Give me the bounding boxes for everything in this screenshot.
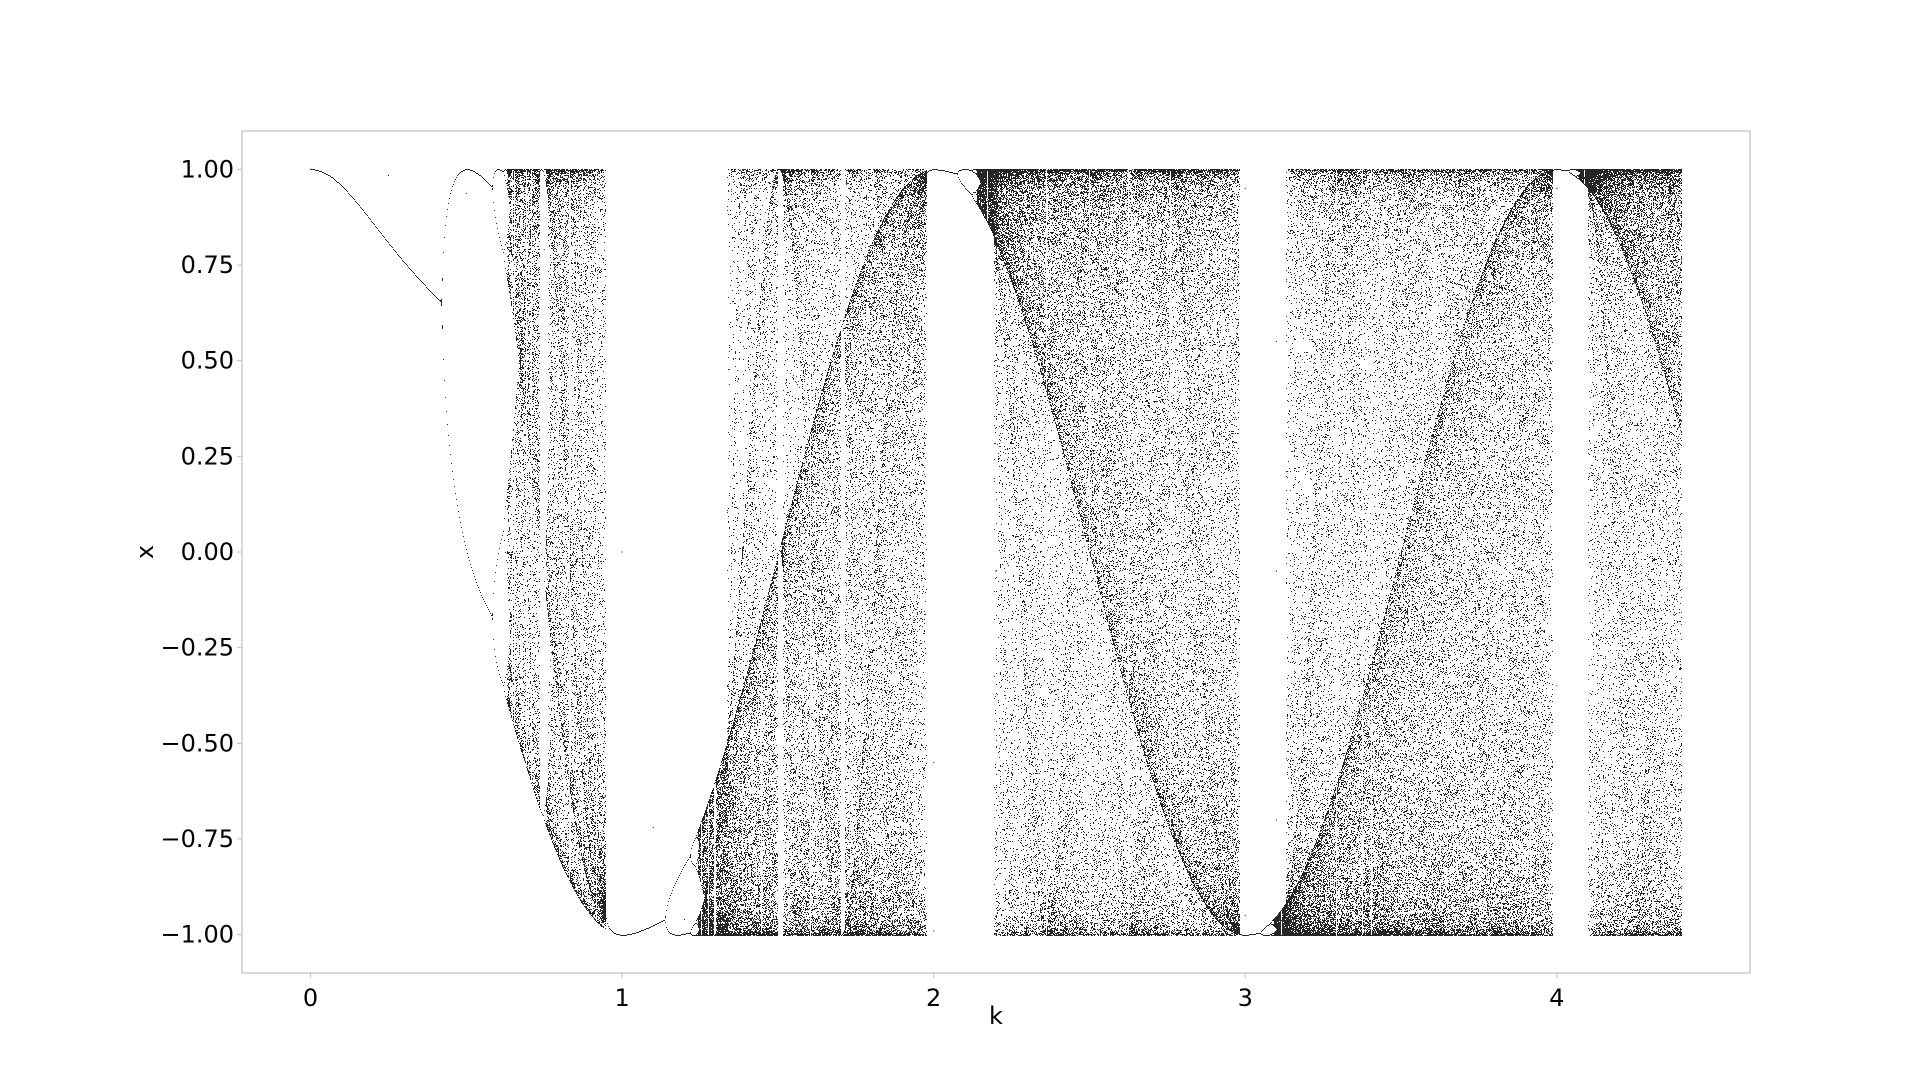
x-axis-label: k <box>989 1002 1003 1030</box>
x-tick-label: 3 <box>1238 984 1253 1012</box>
data-point <box>465 192 467 194</box>
x-tick-label: 1 <box>614 984 629 1012</box>
data-point <box>724 934 726 936</box>
data-point <box>1494 934 1496 936</box>
y-tick-label: 0.50 <box>181 347 234 375</box>
data-point <box>995 570 997 572</box>
data-point <box>621 551 623 553</box>
data-point <box>1151 723 1153 725</box>
y-tick-label: 0.25 <box>181 442 234 470</box>
y-tick-label: −1.00 <box>160 921 234 949</box>
data-point <box>839 892 841 894</box>
data-point <box>1275 819 1277 821</box>
data-point <box>683 918 685 920</box>
data-point <box>1400 218 1402 220</box>
x-tick-label: 2 <box>926 984 941 1012</box>
data-point <box>1556 685 1558 687</box>
y-tick-label: 1.00 <box>181 155 234 183</box>
data-point <box>1680 168 1682 170</box>
data-point <box>1042 501 1044 503</box>
data-point <box>1680 934 1682 936</box>
data-point <box>1275 570 1277 572</box>
data-point <box>886 865 888 867</box>
data-point <box>543 249 545 251</box>
y-axis-label: x <box>131 545 159 559</box>
data-point <box>777 922 779 924</box>
data-point <box>1494 341 1496 342</box>
y-tick-label: −0.75 <box>160 825 234 853</box>
data-point <box>1603 168 1605 170</box>
scatter-points <box>310 168 1682 936</box>
y-axis-ticks: 1.00 0.75 0.50 0.25 0.00 −0.25 −0.50 −0.75 −1.00 <box>160 155 242 949</box>
data-point <box>1088 934 1090 936</box>
data-point <box>1088 379 1090 381</box>
data-point <box>1556 187 1558 189</box>
x-axis-ticks: 0 1 2 3 4 <box>303 973 1564 1012</box>
data-point <box>1275 341 1277 342</box>
data-point <box>1291 168 1293 170</box>
data-point <box>1244 915 1246 917</box>
data-point <box>1462 647 1464 649</box>
y-tick-label: 0.00 <box>181 538 234 566</box>
y-tick-label: 0.75 <box>181 251 234 279</box>
y-tick-label: −0.50 <box>160 729 234 757</box>
x-tick-label: 4 <box>1549 984 1564 1012</box>
data-point <box>1042 926 1044 928</box>
data-point <box>387 174 389 176</box>
data-point <box>1244 187 1246 189</box>
data-point <box>1462 302 1464 304</box>
data-point <box>652 827 654 829</box>
data-point <box>1618 723 1620 725</box>
data-point <box>590 341 592 342</box>
data-point <box>1151 245 1153 247</box>
x-tick-label: 0 <box>303 984 318 1012</box>
data-point <box>310 168 312 170</box>
data-point <box>1400 608 1402 610</box>
data-point <box>933 762 935 763</box>
data-point <box>995 934 997 936</box>
y-tick-label: −0.25 <box>160 634 234 662</box>
data-point <box>933 930 935 932</box>
